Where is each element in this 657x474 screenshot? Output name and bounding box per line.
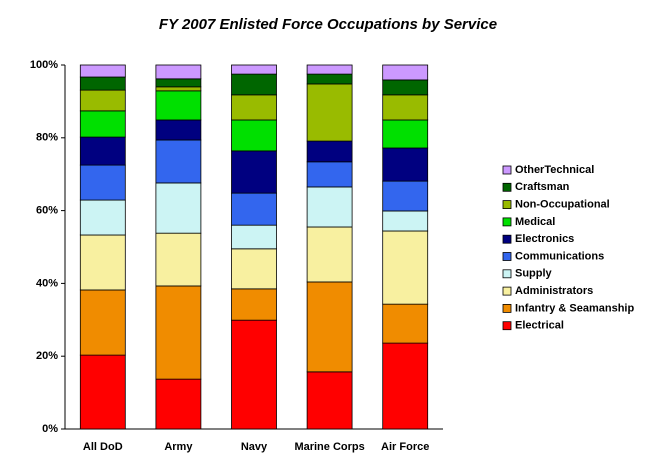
bar-segment (231, 288, 277, 321)
legend-swatch (502, 252, 512, 261)
bar-segment (306, 140, 353, 163)
bar-segment (155, 285, 202, 380)
y-tick-label: 20% (36, 350, 58, 362)
chart-title: FY 2007 Enlisted Force Occupations by Se… (159, 16, 497, 33)
bar-segment (231, 319, 277, 430)
bar-segment (231, 119, 277, 152)
bar-segment (155, 86, 202, 92)
bar-segment (155, 64, 202, 80)
bar-segment (231, 192, 277, 226)
bar-segment (306, 371, 353, 430)
bar-segment (155, 182, 202, 234)
bar-segment (155, 119, 202, 141)
legend-swatch (502, 200, 512, 210)
legend-label: Infantry & Seamanship (515, 302, 634, 314)
bar-segment (231, 248, 277, 290)
bar-segment (382, 210, 429, 232)
bar-segment (79, 136, 126, 166)
legend-swatch (502, 286, 512, 296)
legend-label: Non-Occupational (515, 199, 610, 211)
bar-segment (155, 90, 202, 121)
bar-segment (79, 234, 126, 291)
legend-label: Administrators (515, 285, 593, 297)
bar-segment (382, 342, 429, 430)
y-tick-label: 100% (30, 59, 58, 71)
bar-segment (79, 89, 126, 112)
bar-segment (306, 186, 353, 228)
legend-label: Electronics (515, 233, 574, 245)
y-tick-label: 60% (36, 205, 58, 217)
legend-label: Electrical (515, 320, 564, 332)
x-tick-label: Army (164, 441, 193, 453)
y-tick-label: 0% (42, 423, 58, 435)
bar-segment (306, 83, 353, 142)
legend-label: Supply (515, 268, 553, 280)
bar-segment (79, 64, 126, 78)
bar-segment (231, 73, 277, 96)
bar-segment (79, 164, 126, 201)
bar-segment (306, 73, 353, 85)
legend-swatch (502, 321, 512, 331)
bar-segment (306, 226, 353, 283)
x-tick-label: All DoD (83, 441, 123, 453)
bar-segment (382, 230, 429, 305)
bar-segment (79, 354, 126, 430)
x-tick-label: Marine Corps (294, 441, 364, 453)
bar-segment (231, 94, 277, 121)
bar-segment (231, 224, 277, 250)
bar-segment (155, 78, 202, 88)
bar-segment (306, 281, 353, 373)
bar-segment (231, 150, 277, 194)
bar-segment (382, 79, 429, 96)
legend-label: Communications (515, 250, 604, 262)
bar-segment (382, 94, 429, 121)
bar-segment (79, 76, 126, 91)
y-tick-label: 80% (36, 132, 58, 144)
legend-label: Craftsman (515, 181, 570, 193)
legend-swatch (502, 303, 512, 313)
y-tick-label: 40% (36, 277, 58, 289)
bar-segment (306, 161, 353, 188)
legend-swatch (502, 234, 512, 244)
bar-segment (155, 378, 202, 430)
bar-segment (382, 303, 429, 344)
bar-segment (79, 110, 126, 138)
bar-segment (155, 139, 202, 184)
bar-segment (382, 147, 429, 182)
bar-segment (382, 180, 429, 212)
bar-segment (382, 64, 429, 81)
legend-label: OtherTechnical (515, 164, 594, 176)
x-tick-label: Navy (241, 441, 268, 453)
bar-segment (79, 199, 126, 236)
legend-label: Medical (515, 216, 555, 228)
bar-segment (382, 119, 429, 149)
bar-segment (155, 232, 202, 287)
bar-segment (79, 289, 126, 356)
x-tick-label: Air Force (381, 441, 429, 453)
bar-segment (306, 64, 353, 75)
legend-swatch (502, 217, 512, 227)
legend-swatch (502, 269, 512, 279)
legend-swatch (502, 165, 512, 175)
legend-swatch (502, 182, 512, 192)
bar-segment (231, 64, 277, 75)
